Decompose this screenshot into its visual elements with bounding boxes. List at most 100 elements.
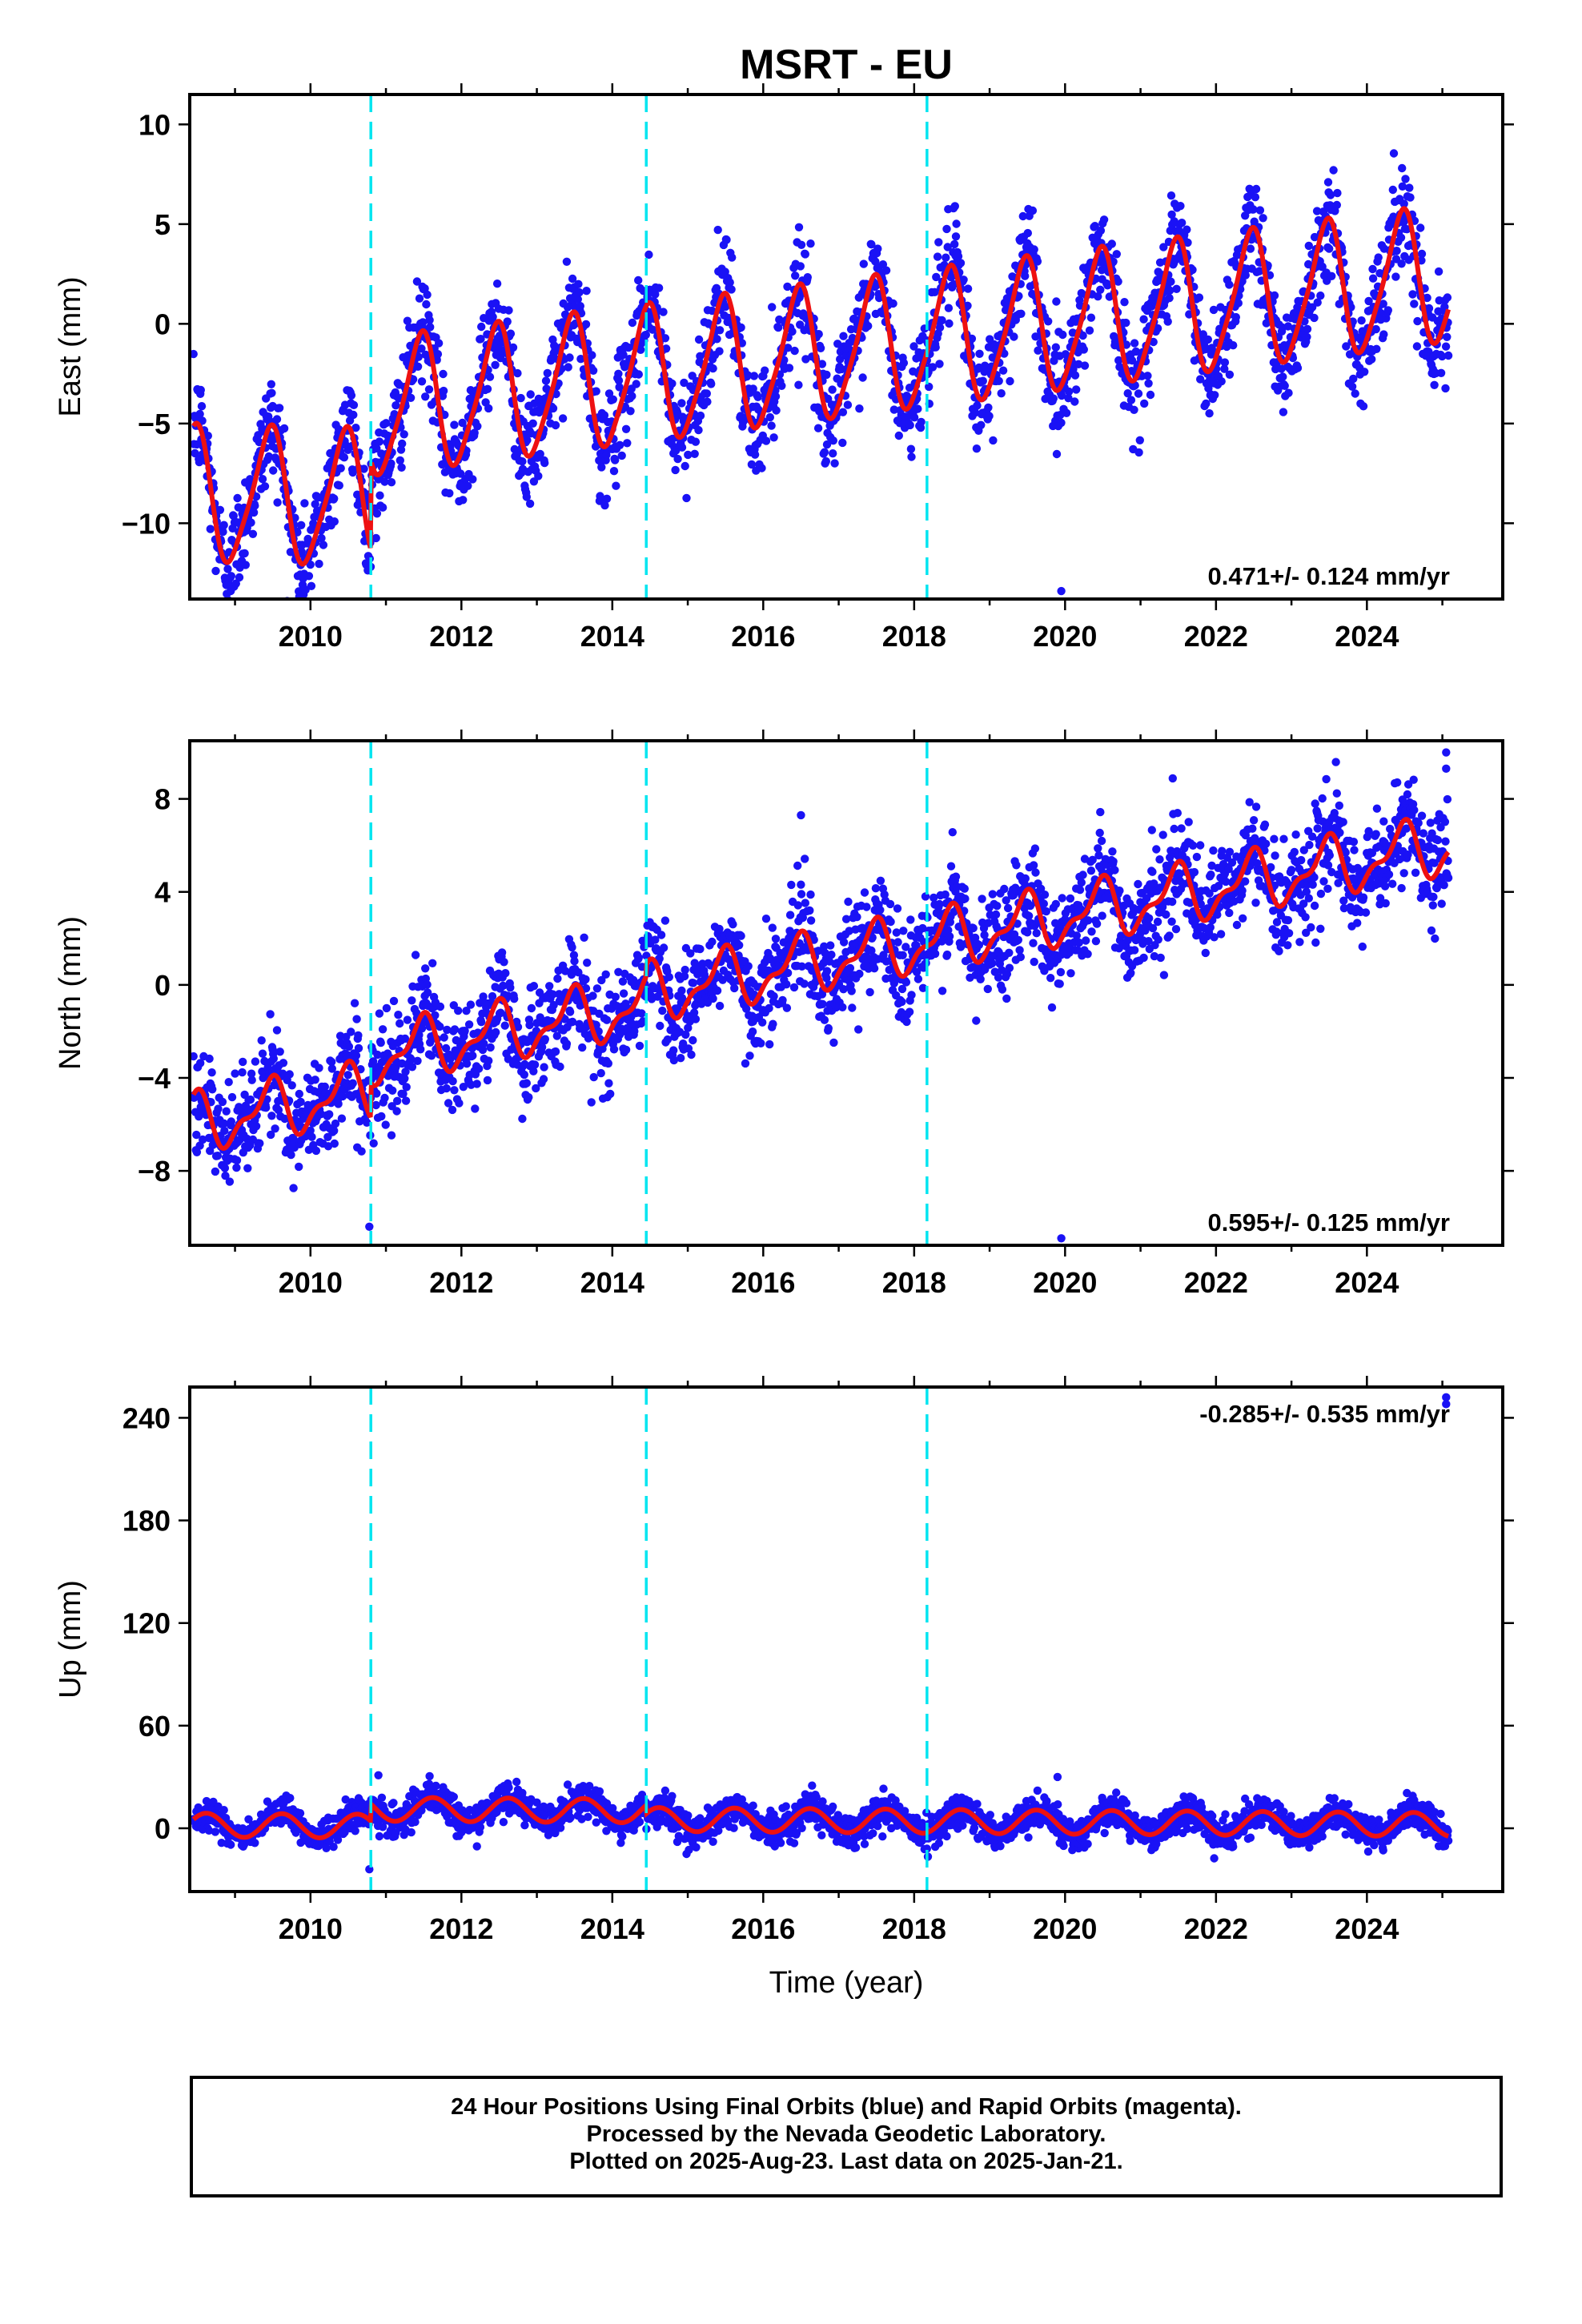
data-point [484, 1056, 493, 1065]
data-point [1098, 911, 1106, 920]
data-point [1283, 941, 1292, 950]
data-point [1145, 914, 1154, 923]
data-point [520, 1070, 528, 1080]
data-point [1325, 244, 1334, 253]
data-point [371, 533, 380, 543]
data-point [388, 1086, 397, 1096]
data-point [615, 383, 624, 392]
data-point [287, 1150, 295, 1160]
data-point [1284, 929, 1294, 938]
data-point [709, 994, 717, 1003]
data-point [1078, 870, 1087, 879]
data-point [1249, 205, 1258, 214]
data-point [761, 915, 771, 923]
data-point [1030, 844, 1040, 853]
data-point [893, 938, 902, 947]
data-point [568, 274, 577, 283]
data-point [1218, 846, 1227, 855]
data-point [474, 1064, 484, 1073]
data-point [788, 327, 797, 336]
data-point [771, 392, 781, 401]
data-point [600, 411, 609, 420]
data-point [721, 267, 729, 276]
data-point [516, 393, 525, 403]
data-point [408, 1063, 417, 1072]
data-point [602, 1015, 612, 1024]
data-point [1205, 409, 1214, 418]
data-point [424, 385, 434, 394]
data-point [588, 991, 597, 1000]
data-point [540, 458, 549, 468]
data-point [1158, 830, 1167, 839]
data-point [737, 931, 745, 940]
data-point [199, 1135, 207, 1144]
data-point [1311, 799, 1319, 808]
data-point [1066, 894, 1075, 903]
data-point [336, 464, 345, 472]
data-point [677, 1054, 685, 1063]
data-point [725, 278, 734, 287]
data-point [1090, 222, 1099, 231]
data-point [830, 459, 839, 468]
data-point [839, 938, 849, 947]
data-point [304, 572, 314, 581]
data-point [1271, 851, 1279, 860]
data-point [630, 1027, 639, 1035]
data-point [450, 1086, 459, 1095]
data-point [608, 395, 617, 404]
data-point [269, 1054, 278, 1063]
data-point [1192, 852, 1202, 862]
data-point [219, 1119, 228, 1128]
data-point [691, 1015, 701, 1023]
data-point [988, 890, 998, 899]
data-point [907, 991, 916, 999]
data-point [1040, 891, 1050, 899]
data-point [1241, 271, 1251, 279]
data-point [1168, 897, 1177, 907]
data-point [1364, 296, 1373, 306]
data-point [744, 962, 753, 971]
data-point [930, 949, 940, 959]
data-point [400, 1074, 409, 1084]
data-point [906, 444, 916, 453]
data-point [983, 984, 993, 994]
data-point [951, 232, 961, 241]
data-point [351, 424, 360, 432]
data-point [1029, 939, 1038, 947]
data-point [1002, 994, 1011, 1003]
data-point [1178, 219, 1186, 227]
data-point [424, 988, 432, 997]
data-point [241, 561, 250, 569]
data-point [1055, 979, 1064, 988]
data-point [1430, 380, 1439, 389]
data-point [536, 449, 544, 459]
data-point [998, 366, 1008, 375]
data-point [618, 977, 628, 986]
data-point [956, 259, 966, 267]
data-point [382, 419, 391, 428]
data-point [1248, 824, 1257, 833]
data-point [426, 323, 435, 332]
data-point [1148, 867, 1157, 876]
data-point [192, 1148, 202, 1157]
data-point [1310, 313, 1319, 323]
data-point [1092, 919, 1102, 928]
data-point [500, 1021, 509, 1030]
data-point [592, 387, 600, 396]
data-point [1332, 200, 1342, 210]
data-point [722, 235, 731, 244]
data-point [1357, 316, 1366, 325]
data-point [338, 1092, 347, 1101]
data-point [1399, 199, 1408, 208]
data-point [661, 916, 670, 925]
data-point [1251, 184, 1261, 194]
data-point [967, 334, 977, 344]
data-point [334, 1100, 343, 1108]
data-point [330, 494, 339, 503]
data-point [789, 983, 799, 992]
data-point [945, 319, 954, 328]
data-point [1153, 917, 1162, 927]
data-point [617, 451, 626, 460]
data-point [1134, 389, 1143, 398]
data-point [933, 252, 942, 261]
